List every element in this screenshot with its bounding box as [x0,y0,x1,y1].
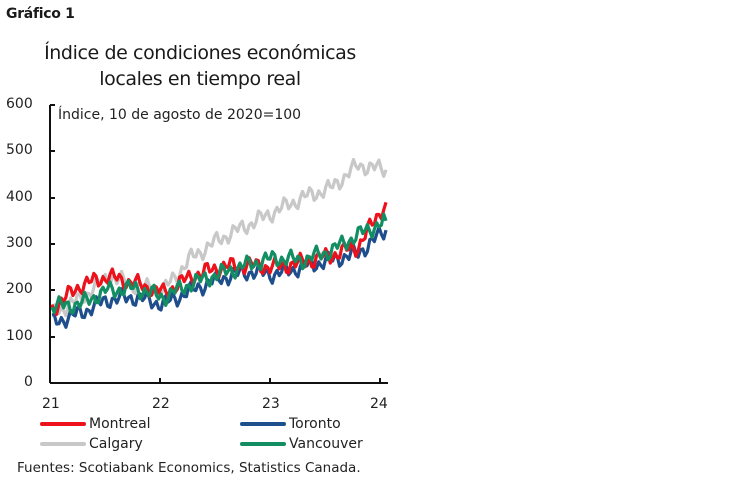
y-tick-600: 600 [6,96,33,112]
y-tick-200: 200 [6,281,33,297]
series-line-calgary [51,157,388,318]
x-tick-24: 24 [370,396,388,412]
legend-item-calgary: Calgary [40,436,143,452]
chart-title: Índice de condiciones económicas locales… [0,40,400,92]
x-tick-22: 22 [152,396,170,412]
figure-label: Gráfico 1 [6,6,75,22]
y-tick-400: 400 [6,189,33,205]
unit-label: Índice, 10 de agosto de 2020=100 [58,107,302,123]
legend-item-toronto: Toronto [240,416,341,432]
legend-swatch-calgary [40,442,86,446]
x-tick-21: 21 [42,396,60,412]
series-lines [50,157,388,329]
legend-item-montreal: Montreal [40,416,151,432]
legend-swatch-vancouver [240,442,286,446]
y-tick-500: 500 [6,142,33,158]
legend-label-montreal: Montreal [89,416,151,432]
chart-title-line1: Índice de condiciones económicas [44,42,356,64]
y-tick-100: 100 [6,328,33,344]
legend-label-vancouver: Vancouver [289,436,363,452]
legend-label-calgary: Calgary [89,436,143,452]
y-tick-300: 300 [6,235,33,251]
y-tick-0: 0 [24,374,33,390]
legend-swatch-montreal [40,422,86,426]
source-note: Fuentes: Scotiabank Economics, Statistic… [17,460,361,476]
axes [49,104,388,384]
legend-swatch-toronto [240,422,286,426]
series-line-vancouver [50,212,388,315]
chart-title-line2: locales en tiempo real [99,68,301,90]
x-tick-23: 23 [262,396,280,412]
legend-item-vancouver: Vancouver [240,436,363,452]
legend-label-toronto: Toronto [289,416,341,432]
